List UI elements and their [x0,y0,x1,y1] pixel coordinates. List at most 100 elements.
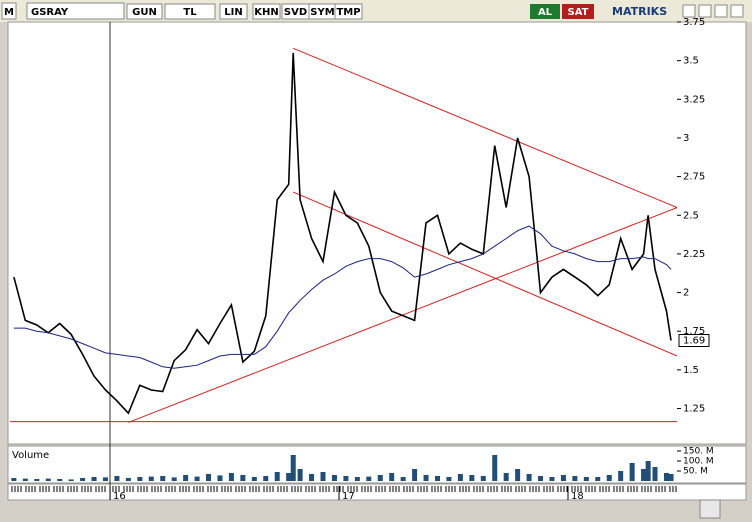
volume-bar [194,476,200,481]
volume-bar [160,476,166,481]
trend-line [293,191,677,357]
win-close[interactable] [730,4,744,18]
toolbar-button[interactable] [334,3,363,20]
refresh-button[interactable] [699,499,721,519]
price-line [13,52,672,415]
volume-bar [549,477,555,481]
volume-bar [515,469,521,481]
volume-bar [320,472,326,481]
toolbar-button[interactable] [126,3,163,20]
toolbar-button[interactable] [164,3,216,20]
win-restore[interactable] [714,4,728,18]
y-tick-label: 3.5 [683,56,699,67]
price-line [13,225,672,369]
volume-bar [343,476,349,481]
buy-label: AL [538,7,553,18]
volume-bar [354,477,360,481]
volume-bar [286,473,292,481]
volume-bar [480,476,486,481]
x-tick-label: 16 [113,491,126,502]
toolbar-button-label: SYM [310,7,334,18]
volume-bar [148,476,154,481]
sell-label: SAT [568,7,589,18]
volume-bar [22,478,28,481]
volume-bar [618,471,624,481]
win-min[interactable] [682,4,696,18]
symbol-box[interactable] [26,2,125,20]
volume-bar [663,473,669,481]
volume-bar [91,477,97,481]
volume-bar [629,463,635,481]
volume-bar [595,477,601,481]
volume-bar [34,479,40,481]
volume-bar [183,475,189,481]
volume-bar [251,477,257,481]
logo-box[interactable] [1,2,17,20]
y-tick-label: 3.75 [683,17,705,28]
volume-title: Volume [12,450,49,461]
volume-bar [80,478,86,481]
price-panel [7,21,747,445]
toolbar-button-label: GUN [132,7,157,18]
logo: M [4,7,14,18]
sell-button[interactable] [562,4,594,19]
y-tick-label: 2.75 [683,172,705,183]
symbol: GSRAY [31,7,69,18]
volume-bar [331,475,337,481]
volume-bar [412,469,418,481]
y-tick-label: 1.75 [683,326,705,337]
volume-bar [366,476,372,481]
y-tick-label: 3 [683,133,689,144]
volume-bar [492,455,498,481]
volume-bar [11,478,17,481]
volume-bar [137,477,143,481]
volume-tick-label: 100. M [683,457,714,467]
x-tick-label: 17 [342,491,355,502]
volume-bar [206,474,212,481]
last-price-box [678,334,710,348]
x-tick-label: 18 [571,491,584,502]
volume-bar [45,478,51,481]
volume-bar [668,474,674,481]
y-tick-label: 2 [683,288,689,299]
toolbar-button-label: KHN [254,7,279,18]
volume-bar [652,467,658,481]
buy-button[interactable] [530,4,560,19]
last-price-label: 1.69 [683,336,705,347]
win-max[interactable] [698,4,712,18]
volume-bar [526,474,532,481]
toolbar-button-label: LIN [224,7,242,18]
volume-bar [274,472,280,481]
toolbar-button-label: SVD [284,7,307,18]
volume-bar [538,476,544,481]
volume-bar [114,476,120,481]
toolbar-button-label: TMP [336,7,360,18]
volume-bar [560,475,566,481]
volume-bar [446,477,452,481]
toolbar-button[interactable] [252,3,281,20]
volume-bar [125,478,131,481]
volume-bar [423,475,429,481]
volume-bar [434,476,440,481]
toolbar-button-label: TL [183,7,197,18]
volume-bar [572,476,578,481]
volume-bar [263,476,269,481]
volume-bar [68,479,74,481]
volume-bar [240,475,246,481]
toolbar-button[interactable] [219,3,248,20]
volume-bar [583,477,589,481]
y-tick-label: 3.25 [683,94,705,105]
volume-bar [645,461,651,481]
volume-bar [217,475,223,481]
y-tick-label: 1.5 [683,365,699,376]
trend-line [293,47,677,208]
volume-bar [503,473,509,481]
volume-bar [297,469,303,481]
volume-bar [171,477,177,481]
volume-bar [377,475,383,481]
volume-bar [641,469,647,481]
volume-bar [469,475,475,481]
volume-bar [400,477,406,481]
